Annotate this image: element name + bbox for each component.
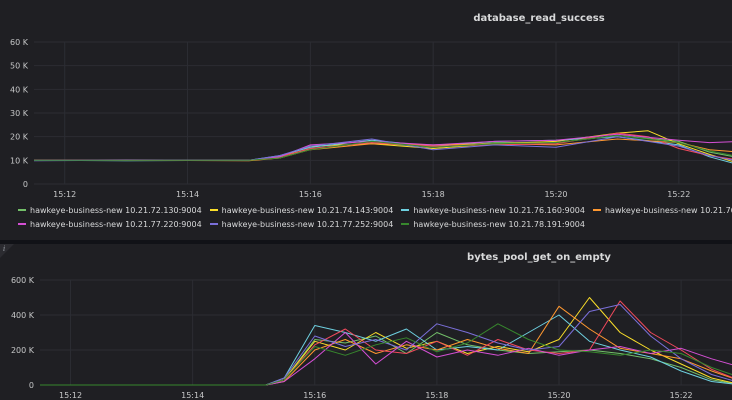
legend-label: hawkeye-business-new 10.21.77.252:9004 xyxy=(221,220,394,229)
series-line-6[interactable] xyxy=(33,136,732,184)
legend-swatch xyxy=(209,222,218,225)
series-line-3[interactable] xyxy=(40,305,732,386)
legend-item[interactable]: hawkeye-business-new 10.21.76.160:9004 xyxy=(401,204,585,218)
series-line-4[interactable] xyxy=(40,300,732,386)
legend-swatch xyxy=(209,208,218,211)
y-tick-label: 200 K xyxy=(11,346,35,355)
panel-database-read-success[interactable]: database_read_success 0 10 K 20 K 30 K 40 K 5… xyxy=(0,0,732,240)
y-tick-label: 600 K xyxy=(11,276,35,285)
x-tick-label: 15:12 xyxy=(59,391,82,400)
legend-item[interactable]: hawkeye-business-new 10.21.74.143:9004 xyxy=(209,204,394,218)
x-tick-label: 15:22 xyxy=(667,190,690,199)
legend-label: hawkeye-business-new 10.21.74.143:9004 xyxy=(221,206,394,215)
legend-item[interactable]: hawkeye-business-new 10.21.77.252:9004 xyxy=(209,218,394,232)
panel-bytes-pool-get-on-empty[interactable]: i bytes_pool_get_on_empty 0 200 K 400 K 600… xyxy=(0,244,732,400)
y-tick-label: 50 K xyxy=(10,62,29,71)
y-tick-label: 40 K xyxy=(10,85,29,94)
legend-label: hawkeye-business-new 10.21.78.191:9004 xyxy=(413,220,585,229)
chart-database-read-success: 0 10 K 20 K 30 K 40 K 50 K 60 K 15:12 15:14 15:16… xyxy=(10,38,732,199)
y-tick-label: 10 K xyxy=(10,156,29,165)
x-tick-label: 15:16 xyxy=(299,190,322,199)
legend-item[interactable]: hawkeye-business-new 10.21.72.130:9004 xyxy=(18,204,202,218)
legend-item[interactable]: hawkeye-business-new 10.21.78.191:9004 xyxy=(401,218,585,232)
series-line-5[interactable] xyxy=(40,332,732,386)
series-line-0[interactable] xyxy=(40,332,732,386)
x-tick-label: 15:20 xyxy=(544,190,567,199)
legend-swatch xyxy=(401,222,410,225)
y-tick-label: 400 K xyxy=(11,311,35,320)
x-tick-label: 15:20 xyxy=(547,391,570,400)
y-tick-label: 30 K xyxy=(10,109,29,118)
x-tick-label: 15:12 xyxy=(53,190,76,199)
x-tick-label: 15:22 xyxy=(670,391,693,400)
x-tick-label: 15:14 xyxy=(181,391,204,400)
chart-bytes-pool-get-on-empty: 0 200 K 400 K 600 K 15:12 15:14 15:16 15:18 15:2… xyxy=(11,276,732,400)
legend-label: hawkeye-business-new 10.21.76.160:9004 xyxy=(413,206,585,215)
x-tick-label: 15:16 xyxy=(303,391,326,400)
y-tick-label: 20 K xyxy=(10,133,29,142)
series-line-5[interactable] xyxy=(33,133,732,184)
y-tick-label: 60 K xyxy=(10,38,29,47)
info-icon[interactable]: i xyxy=(3,245,6,253)
legend-label: hawkeye-business-new 10.21.76.175:9004 xyxy=(604,206,732,215)
x-tick-label: 15:14 xyxy=(176,190,199,199)
series-line-6[interactable] xyxy=(40,304,732,386)
series-line-7[interactable] xyxy=(40,323,732,386)
x-tick-label: 15:18 xyxy=(422,190,445,199)
series-line-1[interactable] xyxy=(40,297,732,386)
x-tick-label: 15:18 xyxy=(425,391,448,400)
series-line-2[interactable] xyxy=(40,314,732,386)
y-tick-label: 0 xyxy=(23,180,28,189)
legend-swatch xyxy=(18,208,26,211)
legend-row: hawkeye-business-new 10.21.72.130:9004 ha… xyxy=(18,204,732,218)
legend: hawkeye-business-new 10.21.72.130:9004 ha… xyxy=(18,204,732,232)
legend-swatch xyxy=(18,222,26,225)
panel-title[interactable]: bytes_pool_get_on_empty xyxy=(467,252,611,263)
legend-label: hawkeye-business-new 10.21.72.130:9004 xyxy=(30,206,202,215)
legend-item[interactable]: hawkeye-business-new 10.21.77.220:9004 xyxy=(18,218,202,232)
legend-swatch xyxy=(592,208,601,211)
legend-label: hawkeye-business-new 10.21.77.220:9004 xyxy=(30,220,202,229)
y-tick-label: 0 xyxy=(29,381,34,390)
legend-swatch xyxy=(401,208,410,211)
legend-row: hawkeye-business-new 10.21.77.220:9004 ha… xyxy=(18,218,732,232)
series-line-1[interactable] xyxy=(34,130,732,184)
panel-title[interactable]: database_read_success xyxy=(473,13,605,24)
series-line-7[interactable] xyxy=(34,135,732,185)
legend-item[interactable]: hawkeye-business-new 10.21.76.175:9004 xyxy=(592,204,732,218)
